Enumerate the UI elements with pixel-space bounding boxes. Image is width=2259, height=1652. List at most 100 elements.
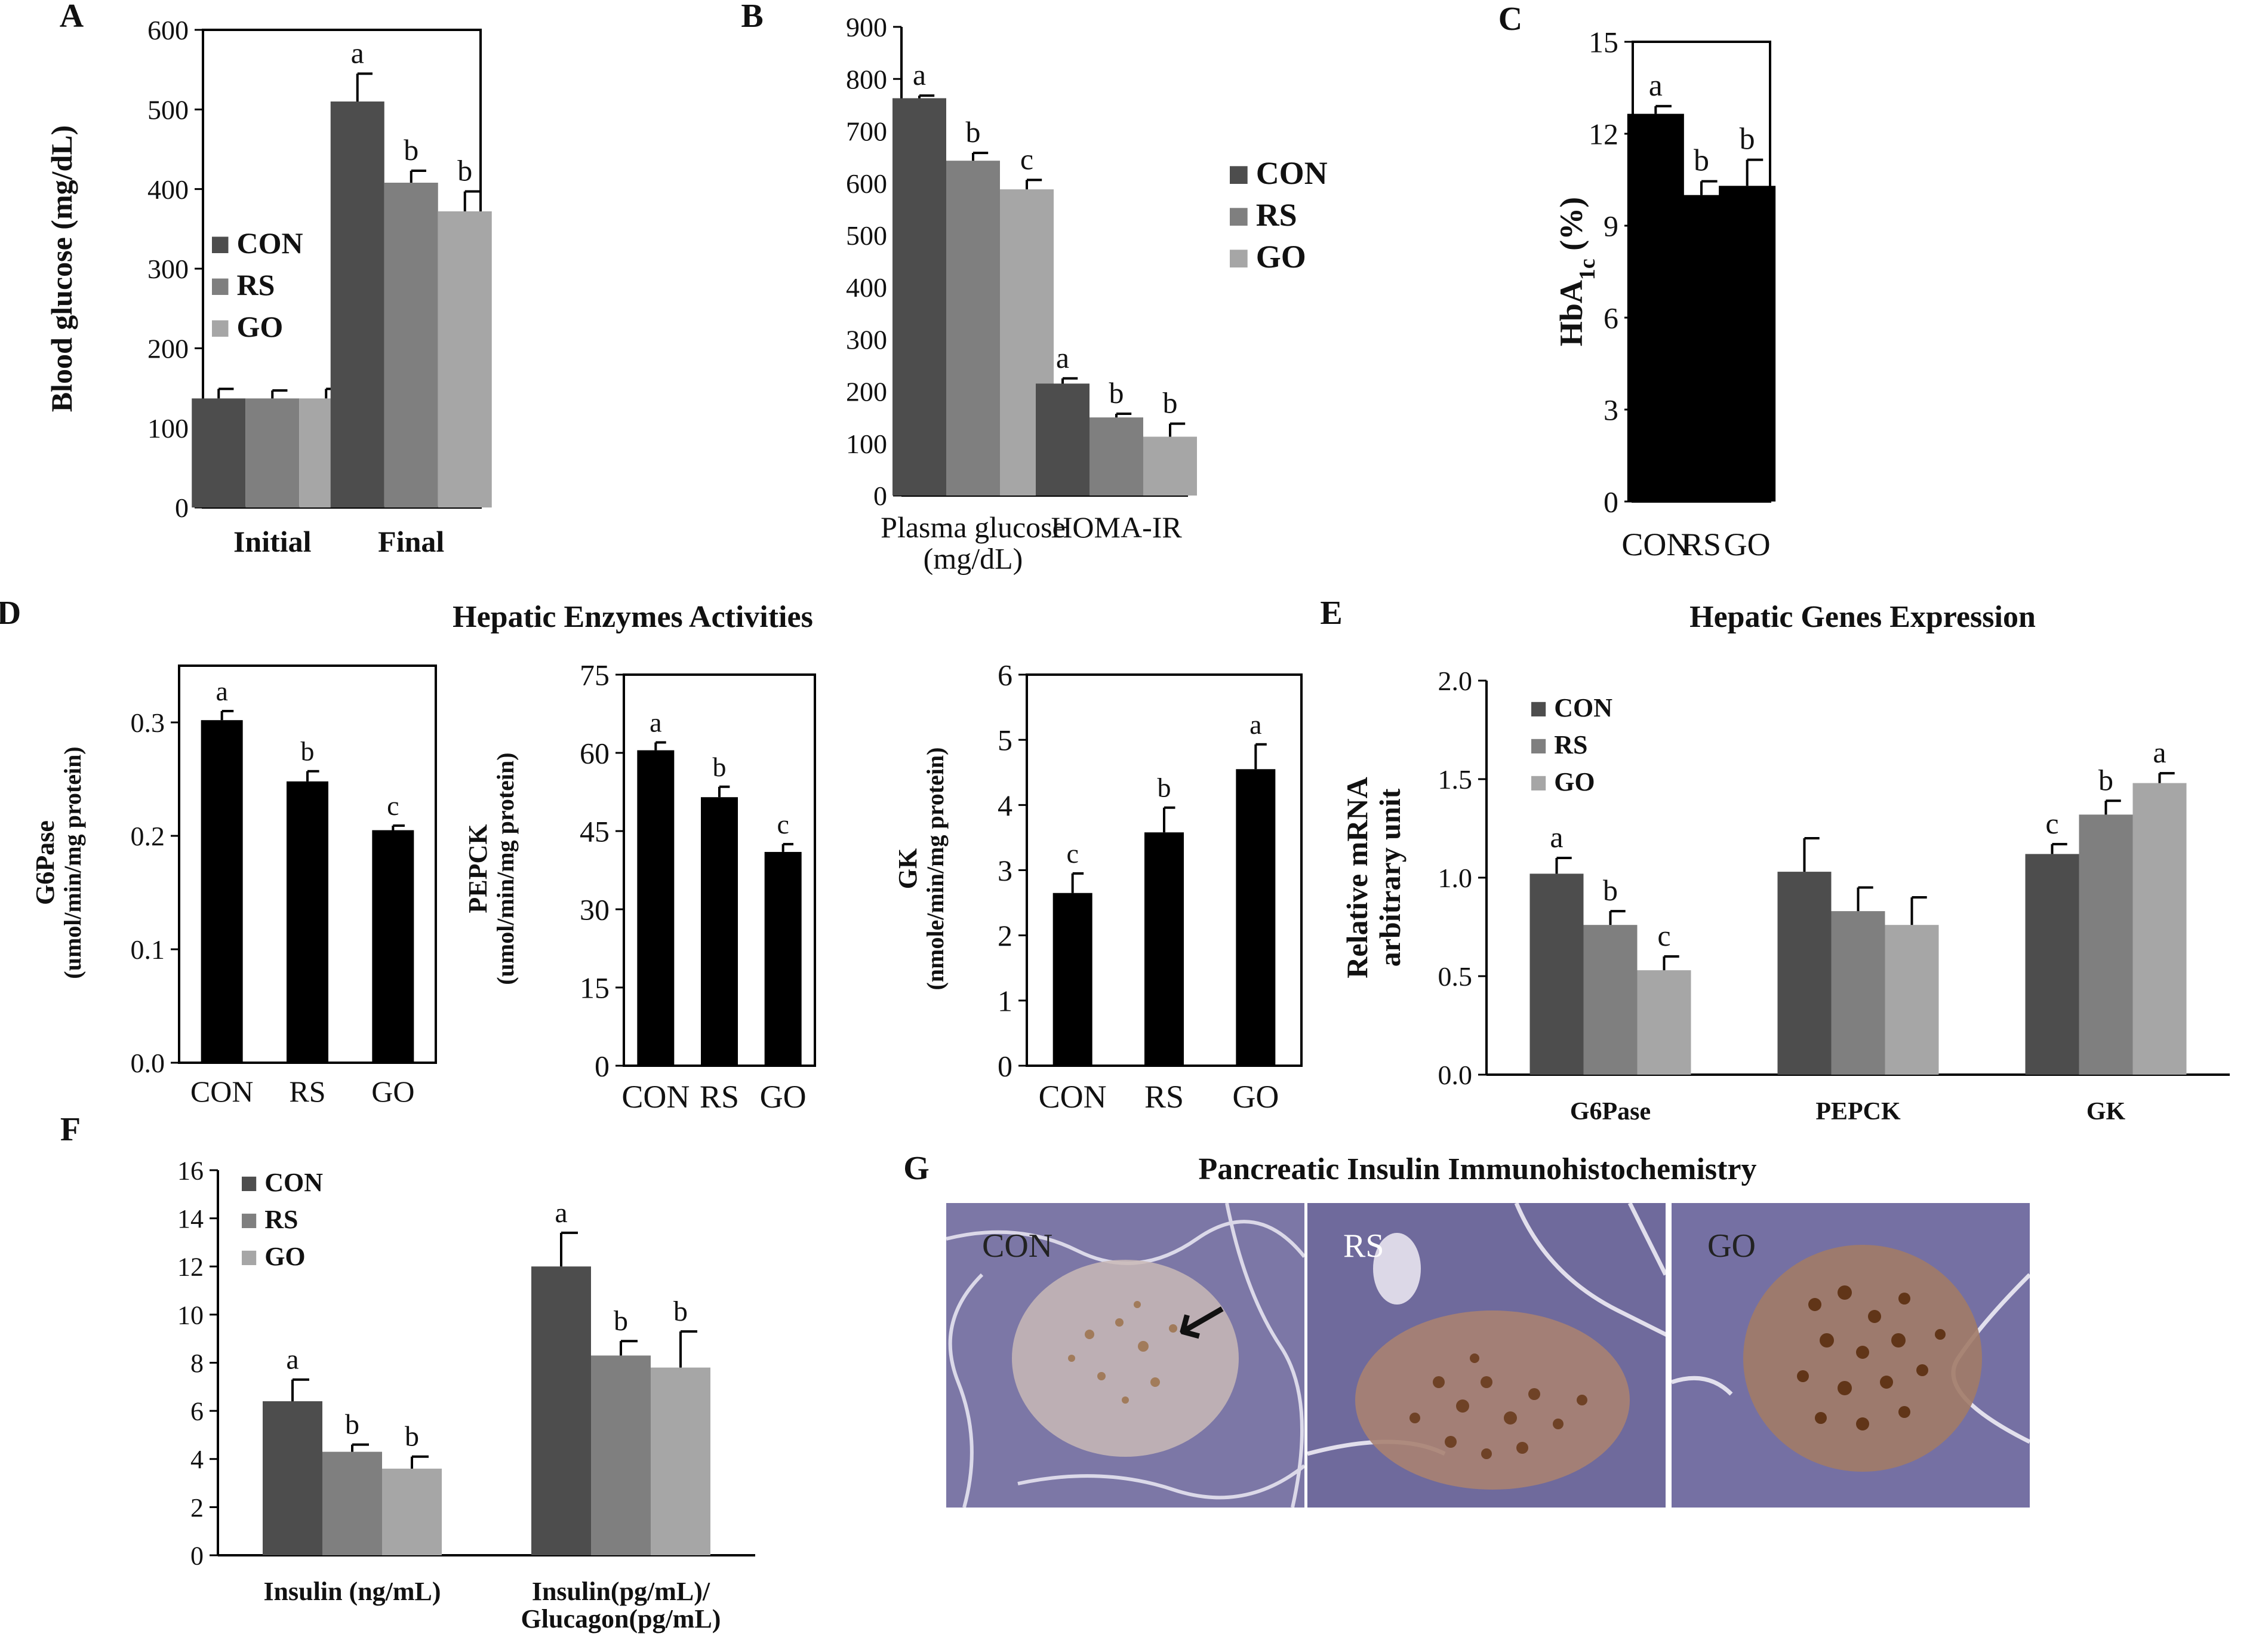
- bar-d1-g6pase: [201, 720, 243, 1063]
- data-label-f: b: [673, 1296, 688, 1327]
- legend-swatch-e-con: [1531, 702, 1546, 716]
- data-label-b: b: [966, 115, 981, 149]
- bar-b-go: [1143, 436, 1197, 496]
- bar-d1-g6pase: [372, 830, 414, 1063]
- y-tick-label-b: 200: [846, 377, 887, 407]
- data-label-d1: c: [387, 790, 399, 821]
- ihc-label-rs: RS: [1343, 1228, 1384, 1265]
- y-tick-label-b: 800: [846, 64, 887, 94]
- legend-label-a-con: CON: [237, 226, 303, 260]
- y-tick-label-d3: 0: [998, 1050, 1012, 1083]
- y-axis-label-2-d3: (nmole/min/mg protein): [922, 747, 949, 990]
- y-tick-label-c: 9: [1604, 210, 1618, 243]
- x-tick-label-a: Initial: [233, 525, 312, 558]
- bar-f-rs: [322, 1451, 382, 1555]
- data-label-e: a: [2153, 736, 2166, 769]
- panel-label-a: A: [60, 0, 84, 35]
- legend-swatch-b-rs: [1230, 208, 1248, 226]
- y-tick-label-d1: 0.2: [131, 821, 165, 851]
- bar-b-rs: [946, 161, 1000, 496]
- y-tick-label-f: 14: [177, 1204, 204, 1233]
- bar-e-rs: [1583, 925, 1638, 1075]
- panel-label-c: C: [1498, 1, 1522, 38]
- y-tick-label-d1: 0.0: [131, 1048, 165, 1078]
- y-tick-label-b: 900: [846, 12, 887, 42]
- y-tick-label-e: 0.0: [1438, 1060, 1473, 1090]
- x-tick-label-d1: RS: [289, 1075, 325, 1108]
- bar-e-go: [1637, 970, 1691, 1075]
- y-tick-label-d2: 15: [580, 971, 610, 1005]
- x-tick-label-d3: RS: [1144, 1079, 1184, 1115]
- legend-swatch-b-go: [1230, 250, 1248, 267]
- y-tick-label-d3: 6: [998, 659, 1012, 692]
- x-tick-label-d2: RS: [700, 1079, 739, 1115]
- data-label-a: b: [457, 154, 472, 187]
- bar-f-con: [263, 1401, 322, 1555]
- panel-label-e: E: [1320, 595, 1342, 632]
- y-tick-label-a: 500: [147, 94, 189, 125]
- bar-a-rs: [245, 398, 300, 507]
- legend-label-b-go: GO: [1256, 239, 1306, 275]
- data-label-a: a: [351, 36, 364, 69]
- y-tick-label-b: 600: [846, 168, 887, 199]
- y-tick-label-c: 6: [1604, 302, 1618, 335]
- ihc-tissue-go: [1672, 1203, 2030, 1508]
- legend-swatch-f-con: [242, 1176, 257, 1191]
- y-tick-label-a: 600: [147, 15, 189, 45]
- bar-f-rs: [591, 1355, 651, 1555]
- x-tick-label-f: Glucagon(pg/mL): [521, 1604, 721, 1633]
- data-label-d1: b: [301, 736, 315, 767]
- y-tick-label-f: 4: [190, 1445, 204, 1474]
- bar-f-go: [382, 1468, 442, 1555]
- y-tick-label-b: 300: [846, 324, 887, 355]
- y-tick-label-d3: 5: [998, 724, 1012, 757]
- ihc-photo-con: CON ←: [946, 1203, 1304, 1508]
- x-tick-label-f: Insulin(pg/mL)/: [532, 1577, 710, 1606]
- legend-label-b-rs: RS: [1256, 197, 1297, 233]
- y-tick-label-b: 100: [846, 429, 887, 459]
- y-tick-label-c: 12: [1589, 118, 1618, 151]
- ihc-tissue-rs: [1307, 1203, 1666, 1508]
- y-tick-label-d1: 0.3: [131, 707, 165, 738]
- data-label-b: a: [913, 58, 926, 91]
- y-tick-label-d2: 75: [580, 659, 610, 692]
- y-axis-label-d3: GK: [893, 848, 922, 889]
- x-tick-label-d2: CON: [621, 1079, 690, 1115]
- panel-g-title: Pancreatic Insulin Immunohistochemistry: [1198, 1152, 1756, 1186]
- x-tick-label-f: Insulin (ng/mL): [263, 1577, 441, 1606]
- legend-label-a-go: GO: [237, 310, 284, 343]
- y-tick-label-b: 0: [873, 481, 887, 511]
- panel-label-f: F: [60, 1111, 81, 1148]
- y-tick-label-b: 500: [846, 220, 887, 251]
- bar-e-go: [2132, 783, 2187, 1075]
- bar-e-con: [2025, 854, 2079, 1075]
- bar-b-rs: [1090, 417, 1143, 496]
- y-tick-label-a: 400: [147, 174, 189, 205]
- data-label-d2: a: [650, 707, 661, 738]
- legend-label-f-rs: RS: [264, 1205, 298, 1234]
- x-tick-label-e: GK: [2086, 1098, 2126, 1125]
- panel-label-d1: D: [0, 595, 21, 632]
- y-tick-label-f: 2: [190, 1493, 204, 1522]
- y-tick-label-c: 0: [1604, 485, 1618, 519]
- ihc-photo-rs: RS: [1307, 1203, 1666, 1508]
- bar-d2-pepck: [701, 797, 738, 1066]
- y-tick-label-f: 10: [177, 1300, 204, 1330]
- y-axis-label-d2: PEPCK: [463, 824, 493, 913]
- y-tick-label-d3: 1: [998, 984, 1012, 1017]
- legend-label-e-rs: RS: [1554, 730, 1587, 759]
- x-tick-label-d3: CON: [1039, 1079, 1107, 1115]
- y-tick-label-d3: 4: [998, 789, 1012, 822]
- y-tick-label-d2: 30: [580, 893, 610, 927]
- data-label-c: b: [1694, 144, 1709, 178]
- data-label-b: c: [1020, 142, 1033, 176]
- data-label-d3: b: [1158, 773, 1171, 803]
- data-label-e: c: [1657, 919, 1670, 952]
- y-tick-label-d3: 2: [998, 919, 1012, 952]
- x-tick-label-c: RS: [1682, 527, 1721, 562]
- bar-a-rs: [384, 183, 438, 507]
- bar-a-go: [438, 211, 492, 507]
- bar-c-hba1c: [1719, 186, 1776, 502]
- x-tick-label-b: (mg/dL): [924, 542, 1023, 576]
- x-tick-label-b: Plasma glucose: [881, 510, 1066, 544]
